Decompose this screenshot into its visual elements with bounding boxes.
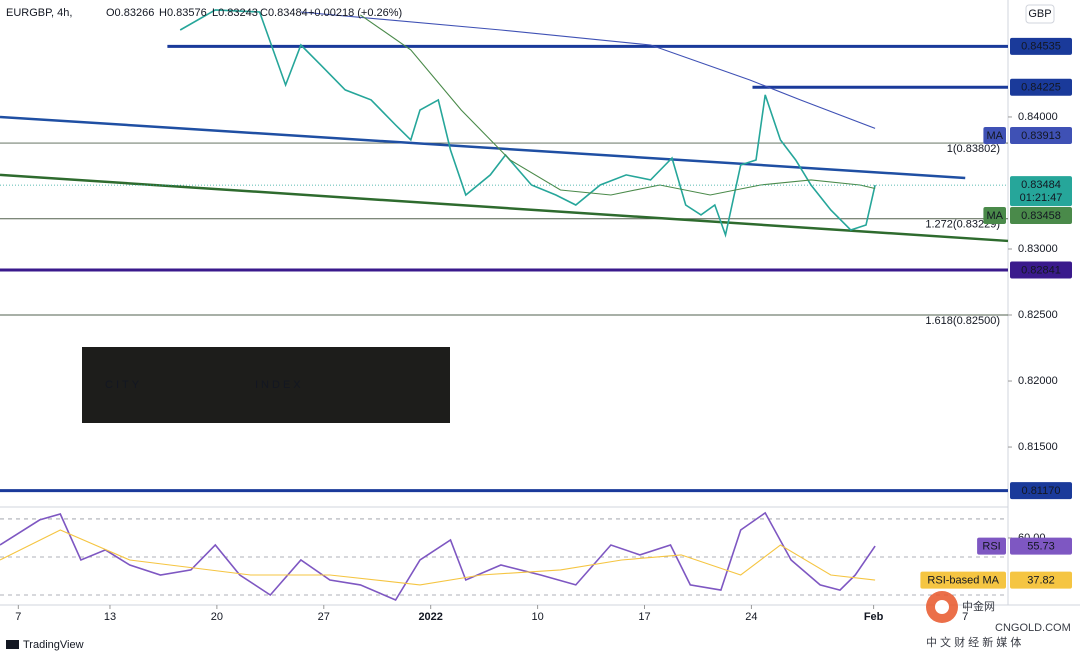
x-tick-label: 13 [104, 611, 116, 623]
price-label: RSI-based MA [927, 575, 999, 587]
y-tick-label: 0.84000 [1018, 111, 1058, 123]
fib-label: 1.618(0.82500) [925, 315, 1000, 327]
change: +0.00218 (+0.26%) [308, 7, 402, 19]
indicator-line [0, 511, 876, 602]
high: H0.83576 [159, 7, 207, 19]
logo: CITY INDEX [82, 347, 450, 423]
x-tick-label: 24 [745, 611, 757, 623]
tv-icon [6, 640, 19, 649]
x-tick-label: 2022 [418, 611, 442, 623]
y-tick-label: 0.83000 [1018, 243, 1058, 255]
price-label-box [1010, 571, 1072, 589]
close: C0.83484 [260, 7, 308, 19]
price-label-box [1010, 37, 1072, 55]
low: L0.83243 [212, 7, 258, 19]
last-price: 0.83484 [1021, 179, 1061, 191]
price-label: 0.83458 [1021, 210, 1061, 222]
logo-box [82, 347, 450, 423]
price-label-box [983, 207, 1006, 225]
symbol: EURGBP, 4h, [6, 7, 72, 19]
trend-line [0, 115, 966, 180]
x-tick-label: 17 [638, 611, 650, 623]
price-label: 55.73 [1027, 540, 1055, 552]
indicator-line [360, 14, 876, 196]
plot-layer: 0.84000 0.83000 0.82500 0.82000 0.81500 1(0.8… [0, 9, 1072, 623]
y-tick-label: 0.81500 [1018, 441, 1058, 453]
price-label: MA [986, 130, 1003, 142]
price-label-box [1010, 482, 1072, 500]
currency: GBP [1028, 8, 1051, 20]
currency-badge[interactable] [1025, 4, 1055, 24]
header: EURGBP, 4h, O0.83266 H0.83576 L0.83243 C… [6, 7, 402, 19]
price-label-box [977, 537, 1006, 555]
price-label: 0.84535 [1021, 41, 1061, 53]
price-label: 0.84225 [1021, 82, 1061, 94]
price-label: 0.83913 [1021, 130, 1061, 142]
watermark-icon-inner [935, 600, 949, 614]
indicator-line [300, 11, 876, 129]
price-label-box [1010, 261, 1072, 279]
watermark: 中金网 CNGOLD.COM 中 文 财 经 新 媒 体 [926, 591, 1071, 649]
y-tick-label: 0.82500 [1018, 309, 1058, 321]
fib-label: 1.272(0.83229) [925, 219, 1000, 231]
fib-label: 1(0.83802) [947, 143, 1000, 155]
x-tick-label: 10 [531, 611, 543, 623]
price-label: 0.82841 [1021, 264, 1061, 276]
price-label-box [920, 571, 1006, 589]
logo-index: INDEX [255, 379, 304, 391]
x-tick-label: 7 [15, 611, 21, 623]
price-label-box [1010, 126, 1072, 144]
x-tick-label: 27 [318, 611, 330, 623]
price-label: 0.81170 [1022, 485, 1061, 497]
footer: TradingView [6, 639, 84, 651]
countdown: 01:21:47 [1020, 192, 1063, 204]
x-tick-label: Feb [864, 611, 884, 623]
last-price-box [1010, 176, 1072, 207]
x-tick-label: 7 [962, 611, 968, 623]
price-label-box [1010, 537, 1072, 555]
price-label-box [1010, 78, 1072, 96]
logo-city: CITY [105, 379, 142, 391]
price-label-box [983, 126, 1006, 144]
x-tick-label: 20 [211, 611, 223, 623]
footer-brand: TradingView [23, 639, 84, 651]
trend-line [0, 173, 1009, 243]
price-label: RSI [982, 540, 1000, 552]
price-line [179, 9, 876, 238]
indicator-line [0, 529, 876, 586]
open: O0.83266 [106, 7, 154, 19]
price-label-box [1010, 207, 1072, 225]
watermark-site: CNGOLD.COM [995, 622, 1071, 634]
price-label: 37.82 [1027, 575, 1055, 587]
price-label: MA [986, 210, 1003, 222]
watermark-name: 中金网 [962, 599, 995, 613]
watermark-tagline: 中 文 财 经 新 媒 体 [926, 635, 1021, 649]
y-tick-label: 0.82000 [1018, 375, 1058, 387]
